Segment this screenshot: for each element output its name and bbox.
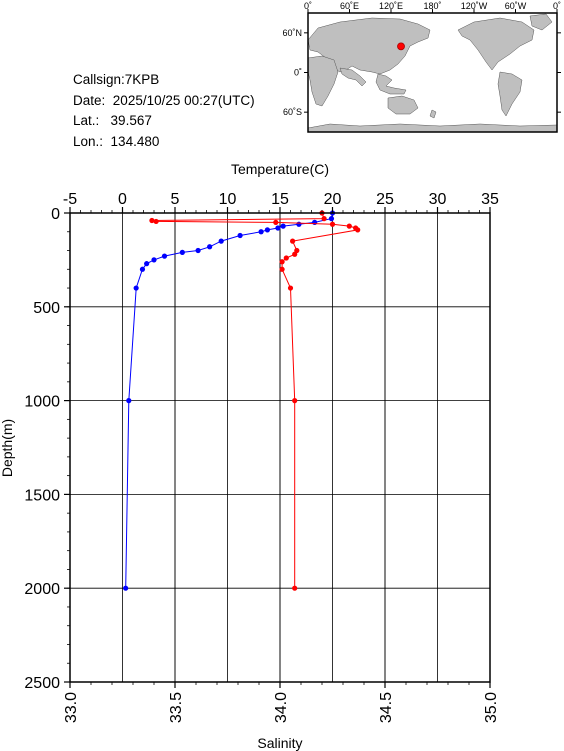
station-marker-dot [397,42,405,51]
map-land-nz [429,109,437,119]
lat-row: Lat.: 39.567 [73,111,255,132]
depth-tick-label: 2000 [24,581,60,598]
salinity-tick-label: 33.0 [63,692,80,723]
salinity-data-point [321,216,327,222]
salinity-axis-label: Salinity [257,735,302,751]
map-lat-tick-label: 60˚S [283,107,302,117]
temperature-data-point [258,229,264,235]
salinity-data-point [290,238,296,244]
temperature-tick-label: 15 [271,191,289,208]
temperature-data-point [280,223,286,229]
map-land-seasia [375,73,407,95]
callsign-label: Callsign: [73,72,125,87]
lon-row: Lon.: 134.480 [73,132,255,153]
temperature-axis-label: Temperature(C) [231,161,329,177]
map-lon-tick-label: 0˚ [304,1,312,11]
map-lon-tick-label: 180˚ [423,1,441,11]
map-lat-tick-label: 60˚N [282,28,302,38]
lat-label: Lat.: [73,113,100,128]
salinity-tick-label: 34.0 [273,692,290,723]
callsign-value: 7KPB [124,72,160,87]
salinity-data-point [329,221,336,227]
map-land-africa [307,55,339,107]
temperature-data-point [144,261,150,267]
salinity-data-point [346,223,352,229]
temperature-data-point [195,247,201,254]
map-land-north-america [457,17,535,71]
temperature-data-point [151,257,157,263]
salinity-data-point [283,255,289,261]
map-land-south-america [497,71,523,117]
callsign-row: Callsign:7KPB [73,70,255,91]
lon-label: Lon.: [73,133,104,149]
temperature-data-point [237,232,243,239]
map-land-greenland [529,13,553,31]
station-info: Callsign:7KPB Date: 2025/10/25 00:27(UTC… [73,70,255,152]
depth-tick-label: 1500 [24,487,60,504]
date-value: 2025/10/25 00:27(UTC) [112,92,255,108]
temperature-data-point [264,227,270,233]
temperature-data-point [139,266,146,272]
temperature-tick-label: 25 [376,191,394,208]
salinity-tick-label: 35.0 [483,692,500,723]
salinity-tick-label: 33.5 [168,692,185,723]
salinity-data-point [279,259,285,265]
temperature-tick-label: -5 [63,191,77,208]
temperature-tick-label: 10 [219,191,237,208]
depth-axis-label: Depth(m) [0,419,15,477]
depth-tick-label: 500 [33,300,60,317]
map-lon-tick-label: 120˚W [461,1,488,11]
map-lon-tick-label: 0˚ [553,1,561,11]
map-land [307,13,558,133]
temperature-data-point [126,398,132,404]
temperature-tick-label: 0 [118,191,127,208]
map-ticks: 0˚ 60˚E 120˚E 180˚ 120˚W 60˚W 0˚ 60˚N 0˚ 60˚S [282,1,561,117]
map-lat-tick-label: 0˚ [294,68,302,78]
salinity-data-point [149,217,155,224]
date-row: Date: 2025/10/25 00:27(UTC) [73,91,255,112]
depth-tick-label: 2500 [24,675,60,692]
temperature-data-point [123,585,129,591]
station-marker [397,42,405,51]
salinity-tick-label: 34.5 [378,692,395,723]
salinity-data-point [153,218,159,225]
temperature-data-point [161,253,168,259]
temperature-tick-label: 35 [481,191,499,208]
map-lon-tick-label: 60˚E [340,1,359,11]
temperature-data-point [275,225,281,231]
chart-frame [69,212,491,683]
temperature-data-point [328,216,335,222]
date-label: Date: [73,92,106,108]
lon-value: 134.480 [110,133,160,149]
temperature-data-point [207,244,213,250]
map-lon-tick-label: 60˚W [505,1,527,11]
salinity-data-point [292,398,298,404]
salinity-data-point [273,219,279,225]
temperature-data-point [179,249,185,255]
depth-tick-label: 1000 [24,394,60,411]
map-land-australia [387,95,419,115]
temperature-data-point [296,221,302,227]
temperature-tick-label: 20 [324,191,342,208]
salinity-data-point [292,585,298,591]
chart-series [123,210,361,591]
map-land-arabia-india [339,67,367,87]
lat-value: 39.567 [110,113,152,128]
temperature-data-point [218,238,224,244]
salinity-data-point [279,266,285,272]
salinity-data-point [287,285,294,291]
salinity-data-point [292,251,298,257]
map-lon-tick-label: 120˚E [379,1,403,11]
temperature-tick-label: 30 [429,191,447,208]
salinity-data-point [355,227,361,233]
chart-grid [69,212,491,683]
temperature-data-point [133,285,139,291]
depth-tick-label: 0 [51,206,60,223]
temperature-tick-label: 5 [171,191,180,208]
